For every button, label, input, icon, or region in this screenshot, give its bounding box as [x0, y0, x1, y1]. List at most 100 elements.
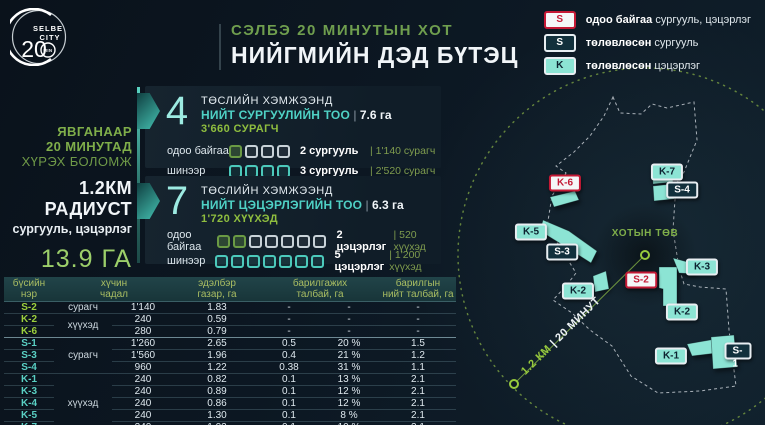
unit-squares	[217, 234, 327, 248]
unit-square-empty	[245, 144, 258, 158]
map-tint	[415, 10, 765, 425]
total-floor-area-value: 1.2	[380, 349, 456, 362]
logo-min: MIN	[43, 48, 52, 53]
legend-label-bold: одоо байгаа	[585, 14, 653, 26]
stat-row-count: 2 сургууль	[300, 145, 359, 157]
walk-line3: ХҮРЭХ БОЛОМЖ	[21, 154, 132, 169]
capacity-value: 240	[112, 385, 174, 398]
stat-row-0: одоо байгаа 2 цэцэрлэг | 520 хүүхэд	[167, 229, 441, 253]
unit-square-existing	[229, 144, 242, 158]
total-floor-area-value: 2.1	[380, 409, 456, 422]
table-row-K-4: K-4 240 0.86 0.1 12 % 2.1	[4, 397, 456, 410]
legend-label-rest: сургууль	[651, 37, 699, 49]
stat-row-1: шинээр 5 цэцэрлэг | 1'200 хүүхэд	[167, 249, 441, 273]
stat-scope: ТӨСЛИЙН ХЭМЖЭЭНД	[201, 95, 333, 107]
table-row-S-3: S-3 1'560 1.96 0.4 21 % 1.2	[4, 349, 456, 362]
stat-number: 4	[165, 89, 189, 133]
capacity-value: 240	[112, 409, 174, 422]
stat-row-label: шинээр	[167, 165, 206, 177]
legend-label-rest: сургууль, цэцэрлэг	[652, 14, 751, 26]
land-area-value: 2.65	[174, 337, 260, 350]
walkability-summary: ЯВГАНААР 20 МИНУТАД ХҮРЭХ БОЛОМЖ 1.2КМ Р…	[4, 124, 132, 274]
map-marker-K-3: K-3	[685, 258, 719, 276]
map-marker-S-1: S-1	[724, 342, 752, 370]
stat-head: ТӨСЛИЙН ХЭМЖЭЭНД НИЙТ СУРГУУЛИЙН ТОО | 7.…	[145, 86, 441, 136]
land-area-value: 0.89	[174, 385, 260, 398]
col-header-1: хүчин чадал	[54, 277, 174, 302]
table-row-K-2: K-2 хүүхэд 240 0.59- - -	[4, 313, 456, 338]
total-floor-area-value: -	[380, 325, 456, 338]
land-area-value: 0.79	[174, 325, 260, 338]
built-area-value: 0.5	[260, 337, 318, 350]
unit-square-empty	[265, 234, 279, 248]
col-header-line2: чадал	[99, 289, 128, 300]
table-head: бүсийн нэр хүчин чадал эдэлбэр газар, га барил…	[4, 277, 456, 302]
land-area-value: 1.02	[174, 421, 260, 425]
stat-row-label: шинээр	[167, 255, 206, 267]
capacity-type: хүүхэд	[54, 313, 112, 338]
map-marker-K-7: K-7	[650, 163, 684, 181]
table-row-S-4: S-4 960 1.22 0.38 31 % 1.1	[4, 361, 456, 374]
walk-line1: ЯВГАНААР	[57, 124, 132, 139]
header-divider	[219, 24, 221, 70]
stat-rows: одоо байгаа 2 цэцэрлэг | 520 хүүхэд шинээр 5…	[145, 226, 441, 273]
col-header-line1: барилгажих	[292, 278, 348, 289]
table-row-K-6: K-6 280 0.79- - -	[4, 325, 456, 338]
map-marker-S-3: S-3	[546, 243, 578, 261]
unit-squares	[229, 144, 290, 158]
land-area-value: 1.22	[174, 361, 260, 374]
unit-square-empty	[313, 234, 327, 248]
built-area-value: 0.1	[260, 373, 318, 386]
built-area-value: -	[260, 313, 318, 326]
stat-rows: одоо байгаа 2 сургууль | 1'140 сурагч шинээ…	[145, 136, 441, 179]
radius-line	[513, 254, 646, 385]
built-area-percent: -	[318, 313, 380, 326]
built-area-percent: -	[318, 325, 380, 338]
col-header-line2: газар, га	[197, 289, 237, 300]
city-center-target	[640, 250, 650, 260]
legend-badge-school: S	[543, 34, 576, 52]
land-area-value: 0.86	[174, 397, 260, 410]
col-header-line1: бүсийн	[12, 278, 46, 289]
unit-square-new	[279, 254, 293, 268]
zone-name: K-2	[4, 313, 54, 326]
legend-label-2: төлөвлөсөн цэцэрлэг	[586, 60, 700, 72]
table-row-K-1: K-1 хүүхэд 240 0.82 0.1 13 % 2.1	[4, 373, 456, 425]
built-area-percent: 10 %	[318, 421, 380, 425]
map-marker-K-6: K-6	[548, 174, 582, 192]
stat-row-detail: | 1'200 хүүхэд	[389, 249, 422, 273]
page-title: НИЙГМИЙН ДЭД БҮТЭЦ	[231, 42, 519, 68]
logo-name2: CITY	[39, 33, 60, 42]
stat-panel-4: 4 ТӨСЛИЙН ХЭМЖЭЭНД НИЙТ СУРГУУЛИЙН ТОО | 7…	[137, 86, 441, 178]
stat-panel-7: 7 ТӨСЛИЙН ХЭМЖЭЭНД НИЙТ ЦЭЦЭРЛЭГИЙН ТОО | …	[137, 176, 441, 273]
table-row-K-3: K-3 240 0.89 0.1 12 % 2.1	[4, 385, 456, 398]
zone-name: S-3	[4, 349, 54, 362]
capacity-value: 1'260	[112, 337, 174, 350]
total-floor-area-value: 2.1	[380, 385, 456, 398]
built-area-percent: 20 %	[318, 337, 380, 350]
built-area-percent: 8 %	[318, 409, 380, 422]
legend-label-rest: цэцэрлэг	[651, 60, 701, 72]
legend-label-bold: төлөвлөсөн	[585, 60, 652, 72]
stat-row-label: одоо байгаа	[167, 145, 229, 157]
land-area-value: 1.30	[174, 409, 260, 422]
zone-name: K-7	[4, 421, 54, 425]
table-head-row: бүсийн нэр хүчин чадал эдэлбэр газар, га барил…	[4, 277, 456, 302]
unit-square-existing	[217, 234, 231, 248]
stat-row-count: 5 цэцэрлэг	[334, 249, 385, 273]
capacity-value: 1'560	[112, 349, 174, 362]
total-floor-area-value: -	[380, 313, 456, 326]
stat-metric-line: НИЙТ СУРГУУЛИЙН ТОО | 7.6 га	[201, 108, 441, 122]
col-header-line1: барилгын	[395, 278, 441, 289]
built-area-value: 0.1	[260, 397, 318, 410]
logo-name1: SELBE	[33, 24, 63, 33]
col-header-4: барилгын нийт талбай, га	[380, 277, 456, 302]
zones-table-wrap: бүсийн нэр хүчин чадал эдэлбэр газар, га барил…	[4, 277, 456, 425]
stat-row-0: одоо байгаа 2 сургууль | 1'140 сурагч	[167, 143, 441, 159]
unit-square-new	[215, 254, 229, 268]
stat-area: 6.3 га	[371, 198, 404, 212]
capacity-value: 240	[112, 373, 174, 386]
